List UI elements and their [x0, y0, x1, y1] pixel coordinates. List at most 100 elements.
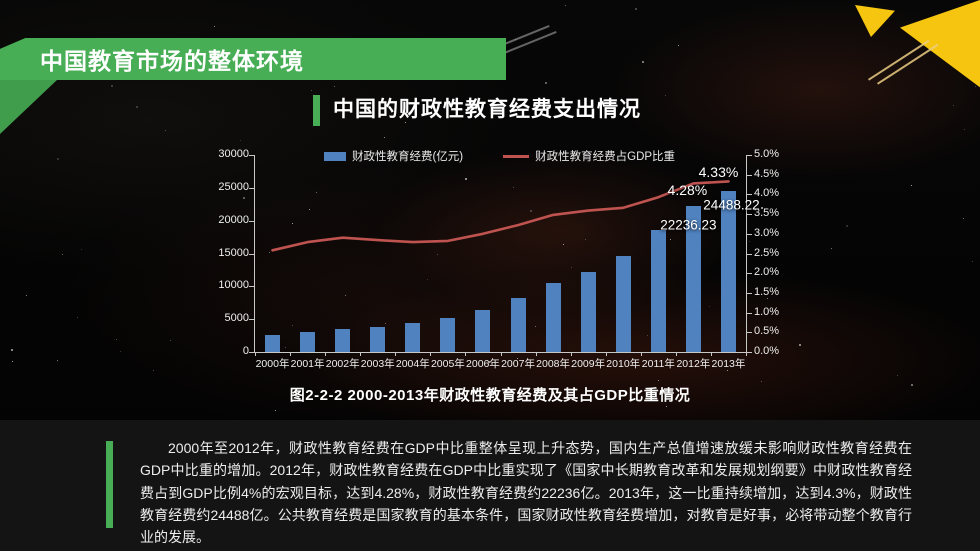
bar-2012年	[685, 205, 701, 352]
bar-2010年	[615, 255, 631, 352]
left-axis-label: 10000	[218, 279, 249, 292]
x-axis-label: 2005年	[430, 358, 465, 370]
bar-2008年	[545, 283, 561, 352]
x-axis-tick	[465, 352, 467, 356]
x-axis-tick	[675, 352, 677, 356]
green-accent-bar-vertical	[106, 441, 113, 528]
x-axis-tick	[640, 352, 642, 356]
left-axis-label: 5000	[224, 312, 249, 325]
x-axis-tick	[500, 352, 502, 356]
x-axis-label: 2001年	[290, 358, 325, 370]
bar-2003年	[370, 326, 386, 352]
data-label: 22236.23	[660, 217, 717, 233]
x-axis-tick	[325, 352, 327, 356]
data-label: 4.33%	[698, 164, 739, 181]
commentary-text: 2000年至2012年，财政性教育经费在GDP中比重整体呈现上升态势，国内生产总…	[140, 440, 912, 546]
bar-2007年	[510, 297, 526, 352]
slide-title-bar: 中国教育市场的整体环境	[0, 38, 506, 80]
bar-2006年	[475, 310, 491, 352]
right-axis-tick	[746, 273, 752, 275]
left-axis-tick	[249, 253, 255, 255]
right-axis-tick	[746, 312, 752, 314]
x-axis-label: 2000年	[255, 358, 290, 370]
left-axis-tick	[249, 187, 255, 189]
x-axis-label: 2009年	[571, 358, 606, 370]
right-axis-label: 3.5%	[754, 207, 780, 220]
legend-bar-swatch	[323, 151, 346, 161]
left-axis-label: 15000	[218, 246, 249, 259]
legend-label: 财政性教育经费占GDP比重	[535, 151, 676, 163]
x-axis-tick	[360, 352, 362, 356]
x-axis-label: 2003年	[360, 358, 395, 370]
legend-item: 财政性教育经费占GDP比重	[503, 148, 675, 164]
right-axis-tick	[746, 174, 752, 176]
left-axis-tick	[249, 286, 255, 288]
x-axis-tick	[710, 352, 712, 356]
x-axis-tick	[395, 352, 397, 356]
x-axis-label: 2004年	[395, 358, 430, 370]
bar-2013年	[720, 191, 736, 352]
right-axis-label: 2.0%	[754, 266, 780, 279]
right-axis-label: 0.0%	[754, 345, 780, 357]
right-axis-label: 4.0%	[754, 187, 780, 200]
right-axis-label: 1.0%	[754, 305, 780, 318]
x-axis-tick	[570, 352, 572, 356]
bar-2002年	[335, 329, 351, 352]
right-axis-tick	[746, 332, 752, 334]
x-axis-label: 2011年	[641, 358, 675, 370]
x-axis-label: 2007年	[501, 358, 535, 370]
right-axis-tick	[746, 352, 752, 353]
green-accent-bar	[313, 95, 320, 126]
right-axis-label: 5.0%	[754, 148, 780, 160]
bar-2004年	[405, 322, 421, 352]
right-axis-label: 3.0%	[754, 226, 780, 239]
commentary-panel: 2000年至2012年，财政性教育经费在GDP中比重整体呈现上升态势，国内生产总…	[0, 420, 980, 551]
chart-caption: 图2-2-2 2000-2013年财政性教育经费及其占GDP比重情况	[289, 387, 691, 404]
x-axis-label: 2002年	[325, 358, 360, 370]
gdp-ratio-line	[271, 180, 730, 252]
left-axis-label: 0	[242, 345, 249, 357]
left-axis-tick	[249, 319, 255, 321]
right-axis-tick	[746, 292, 752, 294]
bar-2011年	[650, 229, 666, 352]
x-axis-label: 2008年	[536, 358, 571, 370]
legend-item: 财政性教育经费(亿元)	[323, 148, 464, 164]
x-axis-tick	[255, 352, 256, 356]
left-axis-label: 25000	[218, 180, 249, 193]
bar-2009年	[580, 271, 596, 352]
right-axis-tick	[746, 194, 752, 196]
left-axis-label: 20000	[218, 213, 249, 226]
right-axis-tick	[746, 233, 752, 235]
x-axis-tick	[535, 352, 537, 356]
x-axis-label: 2006年	[466, 358, 500, 370]
left-axis-label: 30000	[218, 148, 249, 160]
right-axis-tick	[746, 214, 752, 216]
slide-title: 中国教育市场的整体环境	[40, 48, 304, 74]
chart-plot-area: 2000年 2001年 2002年 2003年 2004年 2005年 2006年 2007年…	[218, 148, 779, 370]
chart-legend: 财政性教育经费(亿元) 财政性教育经费占GDP比重	[254, 148, 745, 164]
legend-label: 财政性教育经费(亿元)	[351, 151, 464, 163]
bar-2005年	[440, 318, 456, 352]
x-axis-label: 2010年	[606, 358, 641, 370]
x-axis-tick	[430, 352, 432, 356]
right-axis-label: 1.5%	[754, 285, 780, 298]
bar-2001年	[300, 331, 316, 352]
chart-title: 中国的财政性教育经费支出情况	[333, 98, 641, 121]
bar-2000年	[265, 335, 281, 352]
legend-line-swatch	[503, 154, 530, 158]
left-axis-tick	[249, 352, 255, 353]
x-axis-label: 2013年	[711, 358, 746, 370]
x-axis-tick	[605, 352, 607, 356]
x-axis-tick	[746, 352, 747, 356]
x-axis-tick	[290, 352, 292, 356]
data-label: 24488.22	[703, 197, 760, 213]
right-axis-tick	[746, 155, 752, 156]
right-axis-label: 2.5%	[754, 246, 780, 259]
right-axis-label: 0.5%	[754, 325, 780, 338]
left-axis-tick	[249, 155, 255, 156]
left-axis-tick	[249, 220, 255, 222]
right-axis-label: 4.5%	[754, 167, 780, 180]
x-axis-label: 2012年	[676, 358, 711, 370]
data-label: 4.28%	[667, 182, 708, 199]
